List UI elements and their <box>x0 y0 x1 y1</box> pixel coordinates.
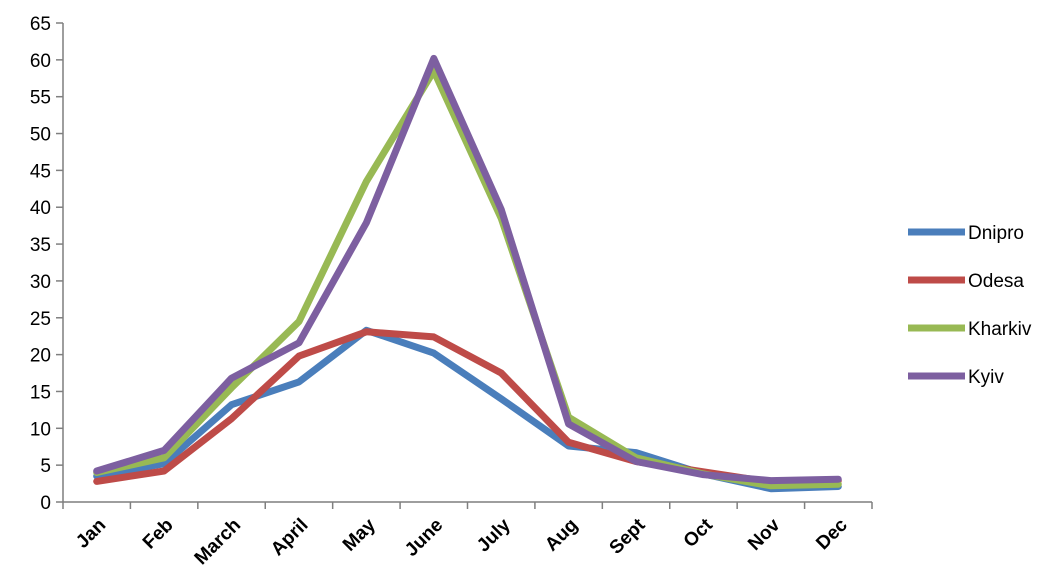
x-tick-label: Oct <box>680 514 718 552</box>
y-tick-label: 0 <box>40 493 51 514</box>
series-line-kyiv <box>93 54 842 485</box>
x-tick-label: Aug <box>541 515 582 556</box>
x-tick-label: July <box>473 514 515 556</box>
legend-label-dnipro: Dnipro <box>968 223 1024 244</box>
y-tick-label: 5 <box>40 456 51 477</box>
x-axis: Jan Feb March April May June July Aug Sept Oct Nov… <box>62 501 873 569</box>
legend-label-kharkiv: Kharkiv <box>968 319 1032 340</box>
legend-label-odesa: Odesa <box>968 271 1024 292</box>
x-tick-label: Feb <box>139 515 178 554</box>
y-tick-label: 65 <box>30 14 51 35</box>
y-tick-label: 35 <box>30 235 51 256</box>
plot-area <box>93 54 842 493</box>
y-tick-label: 60 <box>30 51 51 72</box>
x-tick-label: May <box>339 514 380 555</box>
x-tick-label: Nov <box>744 514 785 555</box>
y-tick-label: 55 <box>30 88 51 109</box>
y-axis: 0 5 10 15 20 25 30 35 40 45 50 55 60 65 <box>30 14 64 514</box>
y-tick-label: 20 <box>30 346 51 367</box>
legend: Dnipro Odesa Kharkiv Kyiv <box>908 223 1032 388</box>
x-tick-label: March <box>191 515 245 569</box>
x-tick-label: Sept <box>606 514 650 558</box>
y-tick-label: 50 <box>30 125 51 146</box>
legend-label-kyiv: Kyiv <box>968 367 1004 388</box>
y-tick-label: 25 <box>30 309 51 330</box>
y-tick-label: 40 <box>30 198 51 219</box>
x-tick-label: Dec <box>812 514 852 554</box>
x-tick-label: Jan <box>72 515 110 553</box>
x-tick-label: April <box>267 515 312 560</box>
y-tick-label: 15 <box>30 382 51 403</box>
y-tick-label: 10 <box>30 419 51 440</box>
y-tick-label: 45 <box>30 161 51 182</box>
y-tick-label: 30 <box>30 272 51 293</box>
x-tick-label: June <box>401 515 447 561</box>
